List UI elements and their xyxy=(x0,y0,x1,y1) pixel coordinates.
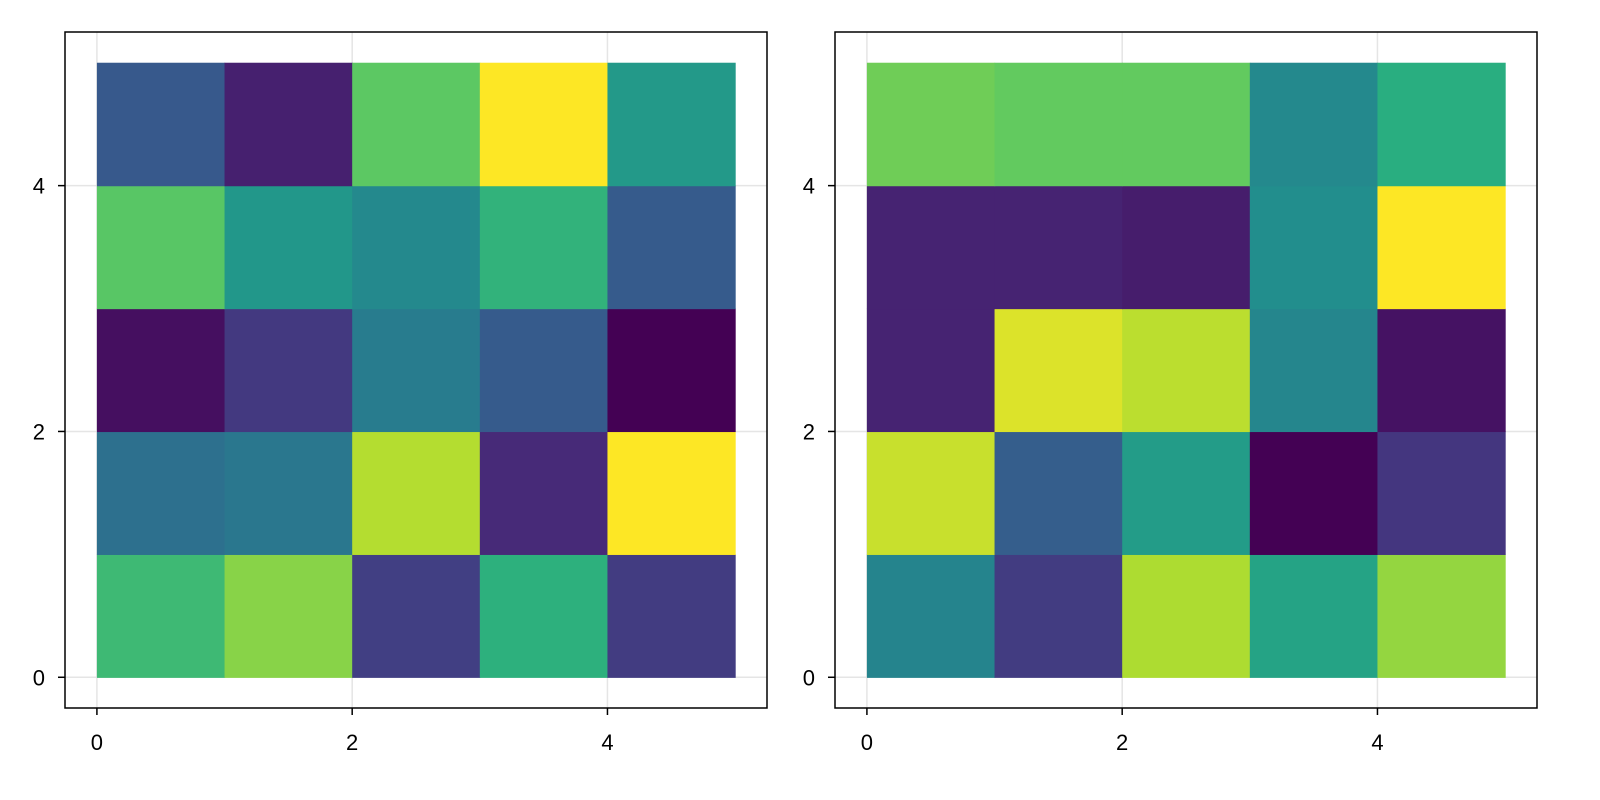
heatmap-cell-r0-c4 xyxy=(607,554,736,678)
heatmap-cell-r4-c2 xyxy=(1122,62,1251,187)
heatmap-panel-left: 0 2 4 0 2 4 xyxy=(33,31,768,755)
heatmap-cell-r3-c3 xyxy=(479,185,609,310)
heatmap-cell-r3-c4 xyxy=(1377,185,1506,310)
heatmap-cell-r4-c1 xyxy=(224,62,353,187)
heatmap-cell-r1-c3 xyxy=(1249,431,1379,555)
heatmap-cell-r1-c0 xyxy=(96,431,226,555)
heatmap-cell-r2-c4 xyxy=(1377,308,1506,433)
heatmap-cell-r4-c3 xyxy=(1249,62,1379,187)
plot-frame xyxy=(834,31,1538,709)
heatmap-cell-r2-c1 xyxy=(224,308,353,433)
heatmap-cell-r0-c0 xyxy=(866,554,996,678)
plot-frame xyxy=(64,31,768,709)
heatmap-cell-r0-c2 xyxy=(352,554,481,678)
heatmap-cell-r0-c3 xyxy=(479,554,609,678)
heatmap-cell-r4-c2 xyxy=(352,62,481,187)
heatmap-cell-r0-c2 xyxy=(1122,554,1251,678)
x-tick-label: 2 xyxy=(1116,730,1128,755)
heatmap-cell-r2-c1 xyxy=(994,308,1123,433)
y-tick-label: 2 xyxy=(803,419,815,444)
heatmap-cell-r3-c1 xyxy=(224,185,353,310)
y-tick-label: 4 xyxy=(33,174,45,199)
heatmap-cell-r1-c3 xyxy=(479,431,609,555)
y-tick-label: 2 xyxy=(33,419,45,444)
heatmap-panel-right: 0 2 4 0 2 4 xyxy=(803,31,1538,755)
heatmap-cell-r2-c0 xyxy=(866,308,996,433)
heatmap-cell-r2-c4 xyxy=(607,308,736,433)
heatmap-cell-r3-c3 xyxy=(1249,185,1379,310)
heatmap-cell-r2-c3 xyxy=(479,308,609,433)
heatmap-cell-r3-c1 xyxy=(994,185,1123,310)
heatmap-cell-r4-c3 xyxy=(479,62,609,187)
x-tick-label: 4 xyxy=(601,730,613,755)
heatmap-cell-r0-c4 xyxy=(1377,554,1506,678)
y-tick-label: 0 xyxy=(803,665,815,690)
heatmap-cell-r4-c0 xyxy=(866,62,996,187)
x-tick-label: 2 xyxy=(346,730,358,755)
y-tick-label: 0 xyxy=(33,665,45,690)
heatmap-cell-r1-c4 xyxy=(607,431,736,555)
x-tick-label: 4 xyxy=(1371,730,1383,755)
heatmap-cell-r3-c2 xyxy=(1122,185,1251,310)
heatmap-cell-r1-c2 xyxy=(352,431,481,555)
heatmap-cell-r0-c0 xyxy=(96,554,226,678)
x-tick-label: 0 xyxy=(861,730,873,755)
heatmap-cell-r1-c4 xyxy=(1377,431,1506,555)
heatmap-cell-r2-c0 xyxy=(96,308,226,433)
heatmap-cell-r4-c4 xyxy=(607,62,736,187)
heatmap-cell-r4-c4 xyxy=(1377,62,1506,187)
heatmap-cell-r1-c1 xyxy=(224,431,353,555)
heatmap-cell-r2-c2 xyxy=(352,308,481,433)
heatmap-cell-r1-c1 xyxy=(994,431,1123,555)
heatmap-cell-r0-c3 xyxy=(1249,554,1379,678)
heatmap-cell-r4-c1 xyxy=(994,62,1123,187)
heatmap-cell-r3-c0 xyxy=(96,185,226,310)
heatmap-cell-r3-c2 xyxy=(352,185,481,310)
heatmap-cell-r2-c2 xyxy=(1122,308,1251,433)
heatmap-cell-r1-c0 xyxy=(866,431,996,555)
heatmap-cell-r0-c1 xyxy=(224,554,353,678)
y-tick-label: 4 xyxy=(803,174,815,199)
x-tick-label: 0 xyxy=(91,730,103,755)
heatmap-cell-r0-c1 xyxy=(994,554,1123,678)
heatmap-cell-r2-c3 xyxy=(1249,308,1379,433)
heatmap-cell-r3-c0 xyxy=(866,185,996,310)
heatmap-cell-r1-c2 xyxy=(1122,431,1251,555)
heatmap-cell-r4-c0 xyxy=(96,62,226,187)
heatmap-cell-r3-c4 xyxy=(607,185,736,310)
